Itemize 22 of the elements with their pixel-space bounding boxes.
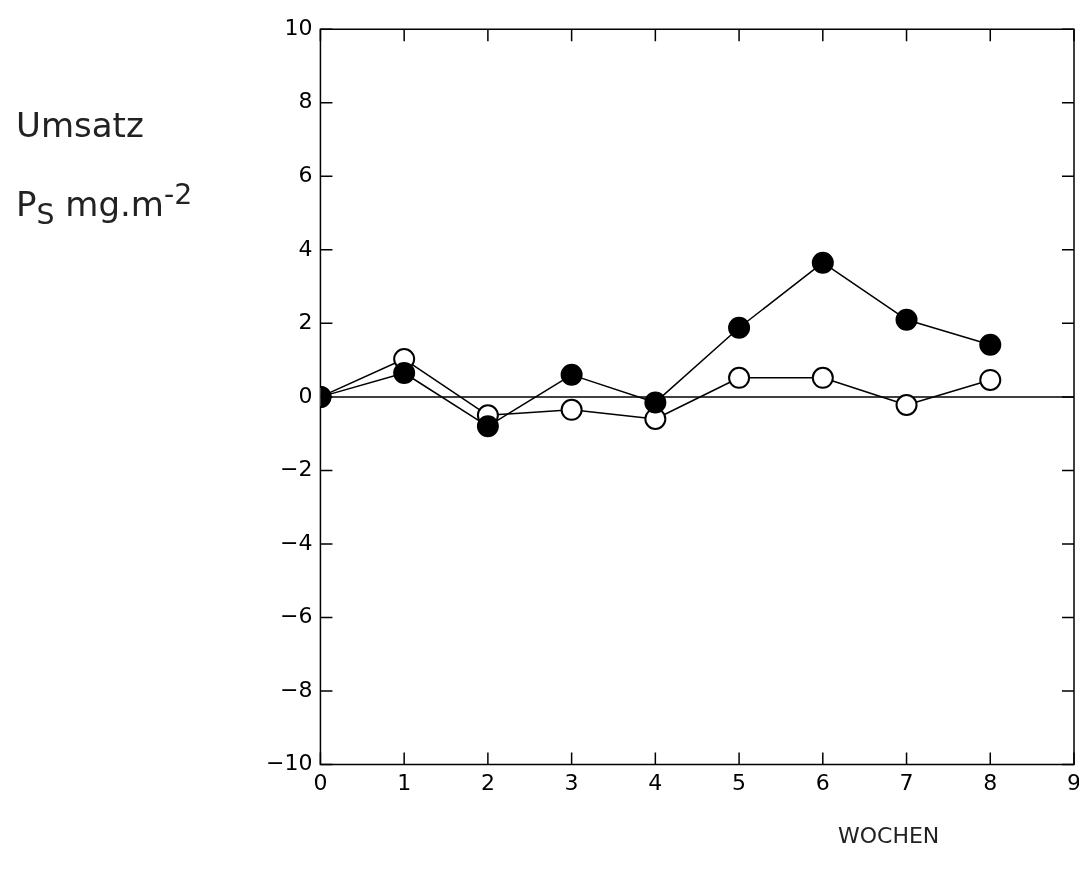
x-axis-title: WOCHEN (838, 823, 940, 848)
y-tick-label: 4 (298, 235, 313, 261)
x-tick-label: 7 (899, 769, 914, 795)
y-tick-label: −10 (265, 750, 313, 776)
y-tick-label: −2 (279, 456, 313, 482)
y-tick-label: 0 (298, 382, 313, 408)
y-tick-label: −6 (279, 603, 313, 629)
x-tick-label: 8 (983, 769, 998, 795)
y-axis-title: Umsatz P$_{S}$ mg.m$^{-2}$ (16, 104, 194, 234)
x-tick-label: 3 (564, 769, 579, 795)
x-tick-label: 2 (480, 769, 495, 795)
x-tick-label: 6 (815, 769, 830, 795)
y-tick-label: −4 (279, 529, 313, 555)
x-tick-label: 1 (397, 769, 412, 795)
x-tick-label: 9 (1067, 769, 1079, 795)
y-tick-label: 10 (284, 14, 313, 40)
x-tick-label: 4 (648, 769, 663, 795)
y-tick-label: 6 (298, 162, 313, 187)
x-tick-label: 5 (732, 769, 747, 795)
y-tick-label: −8 (279, 676, 313, 702)
y-tick-label: 8 (298, 88, 313, 114)
y-tick-label: 2 (298, 309, 313, 335)
